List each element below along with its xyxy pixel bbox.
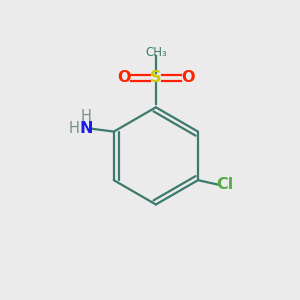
Text: CH₃: CH₃ xyxy=(145,46,167,59)
Text: Cl: Cl xyxy=(216,177,233,192)
Text: N: N xyxy=(79,121,93,136)
Text: O: O xyxy=(117,70,130,86)
Text: S: S xyxy=(150,70,162,86)
Text: H: H xyxy=(69,121,80,136)
Text: O: O xyxy=(182,70,195,86)
Text: H: H xyxy=(80,109,91,124)
